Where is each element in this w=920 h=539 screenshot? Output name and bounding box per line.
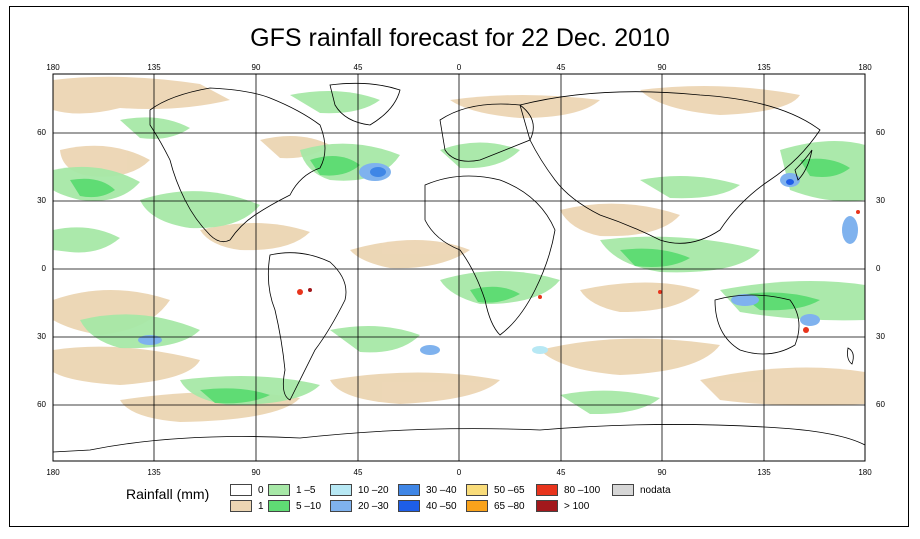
legend-swatch: [230, 484, 252, 496]
legend-swatch: [466, 484, 488, 496]
lon-tick-top: 135: [147, 63, 161, 72]
legend-label: nodata: [640, 485, 671, 496]
lon-tick-bottom: 90: [657, 468, 667, 477]
lon-tick-bottom: 180: [858, 468, 872, 477]
legend-label: 20 –30: [358, 501, 389, 512]
lon-tick-bottom: 45: [556, 468, 566, 477]
lat-tick-left: 30: [37, 196, 46, 205]
legend-label: 80 –100: [564, 485, 601, 496]
north-america-outline: [149, 87, 326, 243]
legend-swatch: [398, 500, 420, 512]
legend-label: 65 –80: [494, 501, 525, 512]
rainfall-medium-areas: [70, 156, 850, 404]
lat-tick-right: 60: [876, 400, 885, 409]
legend-label: 10 –20: [358, 485, 389, 496]
greenland-outline: [329, 82, 401, 126]
map-title: GFS rainfall forecast for 22 Dec. 2010: [250, 24, 670, 52]
legend-swatch: [612, 484, 634, 496]
legend-swatch: [536, 500, 558, 512]
lat-tick-left: 60: [37, 128, 46, 137]
lat-tick-left: 30: [37, 332, 46, 341]
lon-tick-bottom: 135: [757, 468, 771, 477]
africa-outline: [424, 175, 556, 336]
lat-tick-left: 0: [41, 264, 46, 273]
rainfall-heavy-areas: [138, 163, 858, 355]
legend-swatch: [466, 500, 488, 512]
lon-tick-bottom: 180: [46, 468, 60, 477]
japan-outline: [794, 149, 813, 181]
graticule: [53, 74, 865, 461]
lon-tick-top: 0: [456, 63, 462, 72]
asia-outline: [519, 91, 821, 244]
rainfall-light-areas: [53, 76, 865, 422]
legend-label: > 100: [564, 501, 590, 512]
legend-label: 0: [258, 485, 264, 496]
lon-tick-bottom: 90: [251, 468, 261, 477]
legend-swatch: [230, 500, 252, 512]
lat-tick-right: 30: [876, 196, 885, 205]
figure-frame: [9, 6, 909, 527]
legend-title: Rainfall (mm): [126, 486, 210, 502]
lon-tick-bottom: 45: [353, 468, 363, 477]
lon-tick-top: 90: [657, 63, 667, 72]
south-america-outline: [267, 252, 347, 401]
legend-label: 5 –10: [296, 501, 322, 512]
legend-label: 30 –40: [426, 485, 457, 496]
legend-label: 50 –65: [494, 485, 525, 496]
legend-swatch: [330, 500, 352, 512]
lon-tick-top: 45: [353, 63, 363, 72]
lon-tick-top: 45: [556, 63, 566, 72]
legend-label: 1 –5: [296, 485, 316, 496]
legend-swatch: [536, 484, 558, 496]
lon-tick-top: 180: [858, 63, 872, 72]
lat-tick-right: 60: [876, 128, 885, 137]
lon-tick-top: 90: [251, 63, 261, 72]
lat-tick-right: 0: [876, 264, 881, 273]
lon-tick-bottom: 0: [456, 468, 462, 477]
map-border: [52, 73, 866, 462]
legend-swatch: [330, 484, 352, 496]
new-zealand-outline: [847, 347, 854, 365]
antarctica-outline: [53, 424, 865, 461]
legend-label: 40 –50: [426, 501, 457, 512]
lat-tick-left: 60: [37, 400, 46, 409]
legend-swatch: [268, 500, 290, 512]
legend-swatch: [268, 484, 290, 496]
australia-outline: [714, 294, 800, 355]
lon-tick-top: 180: [46, 63, 60, 72]
rainfall-extreme-areas: [297, 210, 860, 333]
legend-swatch: [398, 484, 420, 496]
lon-tick-top: 135: [757, 63, 771, 72]
coastlines: [53, 82, 865, 461]
lat-tick-right: 30: [876, 332, 885, 341]
lon-tick-bottom: 135: [147, 468, 161, 477]
legend-label: 1: [258, 501, 264, 512]
